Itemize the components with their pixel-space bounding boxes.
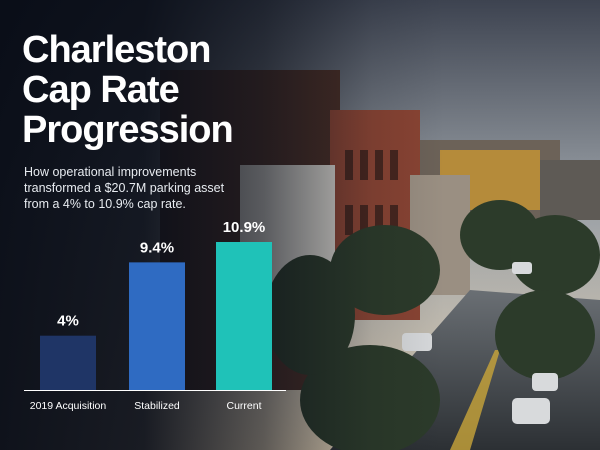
subtitle-line: transformed a $20.7M parking asset xyxy=(24,181,225,195)
bar-value-label: 4% xyxy=(57,313,79,330)
bar-1 xyxy=(40,335,96,390)
subtitle-line: from a 4% to 10.9% cap rate. xyxy=(24,197,186,211)
subtitle: How operational improvements transformed… xyxy=(24,164,264,212)
bar-value-label: 10.9% xyxy=(223,219,266,236)
page-title: Charleston Cap Rate Progression xyxy=(22,29,234,151)
category-label: Current xyxy=(226,400,261,412)
subtitle-line: How operational improvements xyxy=(24,165,197,179)
bar-3 xyxy=(216,242,272,390)
category-label: 2019 Acquisition xyxy=(30,400,107,412)
title-line: Cap Rate xyxy=(22,69,180,111)
bar-value-label: 9.4% xyxy=(140,239,174,256)
bar-2 xyxy=(129,262,185,390)
title-line: Progression xyxy=(22,109,234,151)
title-line: Charleston xyxy=(22,29,211,71)
category-label: Stabilized xyxy=(134,400,180,412)
